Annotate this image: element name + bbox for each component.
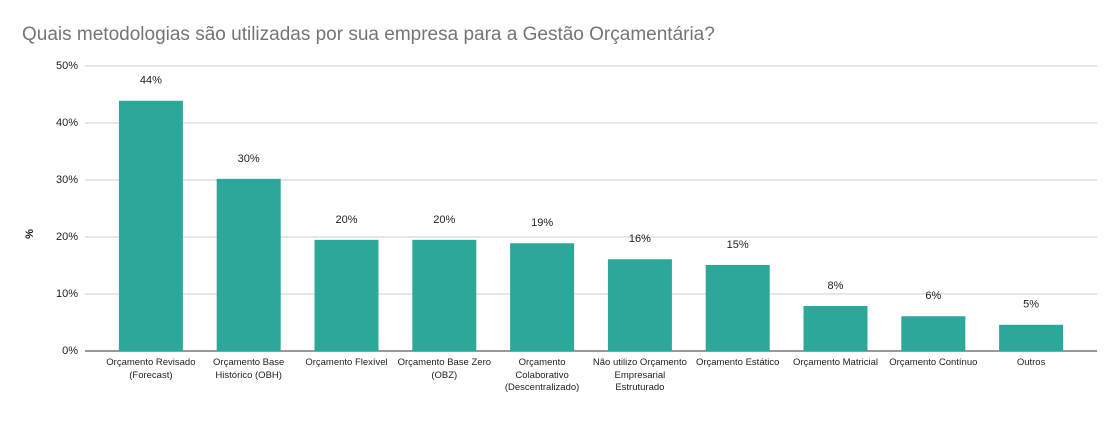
y-tick-label: 40% (56, 117, 78, 129)
y-tick-label: 50% (56, 60, 78, 72)
bar (510, 243, 575, 351)
value-label: 20% (433, 214, 455, 226)
bar (607, 259, 672, 351)
y-tick-label: 20% (56, 231, 78, 243)
x-tick-label: Orçamento Base Histórico (OBH) (213, 357, 285, 381)
x-tick-label: Orçamento Matricial (793, 357, 878, 368)
value-label: 15% (727, 239, 749, 251)
value-label: 6% (925, 290, 941, 302)
x-tick-label: Não utilizo Orçamento Empresarial Estrut… (592, 357, 687, 393)
value-label: 44% (140, 75, 162, 87)
x-tick-label: Outros (1016, 357, 1046, 368)
value-label: 19% (531, 217, 553, 229)
value-label: 30% (238, 153, 260, 165)
y-tick-label: 0% (62, 345, 78, 357)
bar (803, 305, 868, 351)
value-label: 16% (629, 233, 651, 245)
x-tick-label: Orçamento Estático (695, 357, 780, 368)
value-label: 20% (335, 214, 357, 226)
x-tick-label: Orçamento Flexível (305, 357, 388, 368)
bar (216, 178, 281, 351)
bar (705, 264, 770, 351)
y-axis-label: % (24, 229, 36, 239)
value-label: 8% (828, 280, 844, 292)
x-tick-label: Orçamento Base Zero (OBZ) (397, 357, 492, 381)
y-tick-label: 10% (56, 288, 78, 300)
bar (901, 316, 966, 351)
y-tick-label: 30% (56, 174, 78, 186)
bar (118, 100, 183, 352)
x-tick-label: Orçamento Revisado (Forecast) (106, 357, 196, 381)
bar (412, 239, 477, 351)
x-tick-label: Orçamento Colaborativo (Descentralizado) (504, 357, 580, 393)
value-label: 5% (1023, 299, 1039, 311)
bar (999, 324, 1064, 351)
x-tick-label: Orçamento Contínuo (889, 357, 978, 368)
chart-title: Quais metodologias são utilizadas por su… (22, 24, 715, 45)
bar (314, 239, 379, 351)
